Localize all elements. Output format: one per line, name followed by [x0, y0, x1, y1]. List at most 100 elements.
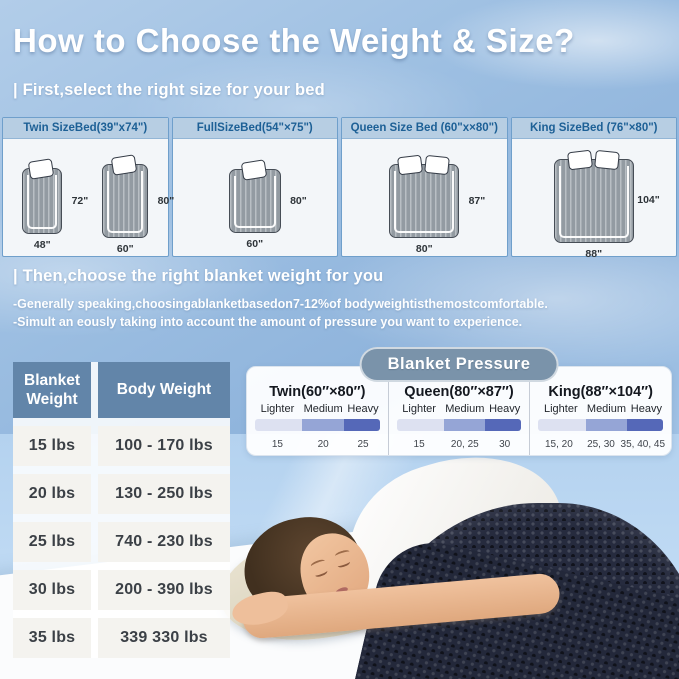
page-title: How to Choose the Weight & Size? — [13, 22, 575, 59]
blanket-pressure-badge: Blanket Pressure — [359, 347, 559, 382]
pressure-group-queen: Queen(80″×87″) Lighter Medium Heavy 15 2… — [387, 367, 530, 455]
pressure-group-king: King(88″×104″) Lighter Medium Heavy 15, … — [529, 367, 671, 455]
table-cell: 100 - 170 lbs — [98, 426, 230, 466]
bed-diagram-full: 80" 60" — [228, 158, 307, 250]
table-cell: 20 lbs — [13, 474, 91, 514]
pillow-icon — [593, 149, 620, 170]
bar-segment-lighter — [255, 419, 303, 431]
pressure-value: 15 — [413, 439, 425, 450]
pillow-icon — [566, 149, 593, 170]
bed-diagram-king: 104" 88" — [553, 149, 660, 260]
table-cell: 339 330 lbs — [98, 618, 230, 658]
bed-height-label: 72" — [71, 195, 89, 208]
bed-diagram-twin-large: 80" 60" — [102, 153, 174, 255]
level-label: Lighter — [402, 403, 436, 415]
size-card-queen: Queen Size Bed (60"x×80") 87" 80" — [341, 117, 508, 257]
pressure-group-title: King(88″×104″) — [548, 384, 653, 400]
blanket-pressure-panel: Blanket Pressure Twin(60″×80″) Lighter M… — [246, 347, 672, 456]
bed-size-cards: Twin SizeBed(39"x74") 72" 48" 80" 60" Fu… — [2, 117, 677, 260]
bar-segment-medium — [585, 419, 627, 431]
size-card-full-beds: 80" 60" — [173, 139, 338, 256]
level-label: Medium — [586, 403, 627, 415]
mattress-graphic — [228, 168, 281, 233]
level-label: Heavy — [489, 403, 521, 415]
table-header-body-weight: Body Weight — [98, 362, 230, 418]
mattress-graphic — [22, 167, 63, 234]
size-card-queen-beds: 87" 80" — [342, 139, 507, 256]
pressure-group-title: Twin(60″×80″) — [269, 384, 366, 400]
bed-width-label: 88" — [585, 247, 603, 260]
table-cell: 740 - 230 lbs — [98, 522, 230, 562]
size-card-queen-header: Queen Size Bed (60"x×80") — [342, 118, 507, 139]
size-card-twin: Twin SizeBed(39"x74") 72" 48" 80" 60" — [2, 117, 174, 257]
pressure-value: 35, 40, 45 — [620, 439, 666, 450]
bed-height-label: 80" — [157, 194, 175, 207]
table-cell: 30 lbs — [13, 570, 91, 610]
pressure-value: 25, 30 — [587, 439, 615, 450]
pillow-icon — [27, 157, 55, 180]
bed-width-label: 60" — [246, 237, 264, 250]
bed-width-label: 60" — [116, 242, 134, 255]
bed-height-label: 104" — [637, 193, 660, 206]
bar-segment-heavy — [485, 419, 522, 431]
table-cell: 15 lbs — [13, 426, 91, 466]
bar-segment-heavy — [626, 419, 664, 431]
table-cell: 200 - 390 lbs — [98, 570, 230, 610]
size-card-full-header: FullSizeBed(54"×75") — [172, 118, 337, 139]
section-header-first: | First,select the right size for your b… — [13, 81, 325, 99]
pressure-value: 25 — [357, 439, 369, 450]
pressure-group-twin: Twin(60″×80″) Lighter Medium Heavy 15 20… — [247, 367, 388, 455]
bar-segment-lighter — [396, 419, 445, 431]
bed-diagram-queen: 87" 80" — [389, 154, 485, 255]
note-pressure: -Simult an eously taking into account th… — [13, 315, 523, 329]
bed-height-label: 80" — [290, 195, 307, 208]
eyebrow-graphic — [334, 548, 351, 559]
level-label: Heavy — [347, 403, 379, 415]
pressure-levels-row: Lighter Medium Heavy — [253, 403, 382, 415]
table-cell: 35 lbs — [13, 618, 91, 658]
pressure-value: 15, 20 — [544, 439, 573, 450]
mattress-graphic — [389, 163, 460, 238]
pillow-icon — [397, 154, 424, 175]
pressure-group-title: Queen(80″×87″) — [404, 384, 514, 400]
table-cell: 25 lbs — [13, 522, 91, 562]
bed-width-label: 48" — [33, 238, 51, 251]
level-label: Lighter — [543, 403, 578, 415]
section-header-then: | Then,choose the right blanket weight f… — [13, 267, 384, 285]
pressure-levels-row: Lighter Medium Heavy — [536, 403, 665, 415]
closed-eye-graphic — [336, 558, 351, 569]
size-card-king-beds: 104" 88" — [512, 139, 677, 260]
note-body-weight: -Generally speaking,choosingablanketbase… — [13, 297, 548, 311]
size-card-twin-header: Twin SizeBed(39"x74") — [3, 118, 168, 139]
bed-diagram-twin-small: 72" 48" — [22, 157, 88, 251]
pressure-values-row: 15 20 25 — [253, 434, 382, 450]
bar-segment-lighter — [538, 419, 586, 431]
size-card-king: King SizeBed (76"×80") 104" 88" — [510, 117, 677, 260]
bar-segment-medium — [302, 419, 344, 431]
closed-eye-graphic — [314, 567, 329, 579]
bar-segment-medium — [444, 419, 486, 431]
pressure-value: 20, 25 — [450, 439, 479, 450]
pressure-value: 15 — [271, 439, 283, 450]
table-header-blanket-weight: Blanket Weight — [13, 362, 91, 418]
pressure-value: 30 — [499, 439, 511, 450]
pressure-gradient-bar — [538, 419, 664, 431]
pressure-gradient-bar — [396, 419, 522, 431]
table-cell: 130 - 250 lbs — [98, 474, 230, 514]
bed-height-label: 87" — [468, 194, 486, 207]
level-label: Medium — [303, 403, 343, 415]
size-card-full: FullSizeBed(54"×75") 80" 60" — [171, 117, 338, 257]
pressure-levels-row: Lighter Medium Heavy — [395, 403, 524, 415]
bar-segment-heavy — [343, 419, 380, 431]
weight-table: Blanket Weight Body Weight 15 lbs 100 - … — [13, 362, 230, 658]
pressure-value: 20 — [317, 439, 329, 450]
level-label: Medium — [445, 403, 485, 415]
eyebrow-graphic — [309, 558, 327, 570]
level-label: Lighter — [260, 403, 295, 415]
pressure-gradient-bar — [255, 419, 380, 431]
pressure-values-row: 15, 20 25, 30 35, 40, 45 — [536, 434, 665, 450]
mattress-graphic — [102, 163, 149, 238]
bed-width-label: 80" — [415, 242, 433, 255]
mattress-graphic — [553, 158, 634, 243]
